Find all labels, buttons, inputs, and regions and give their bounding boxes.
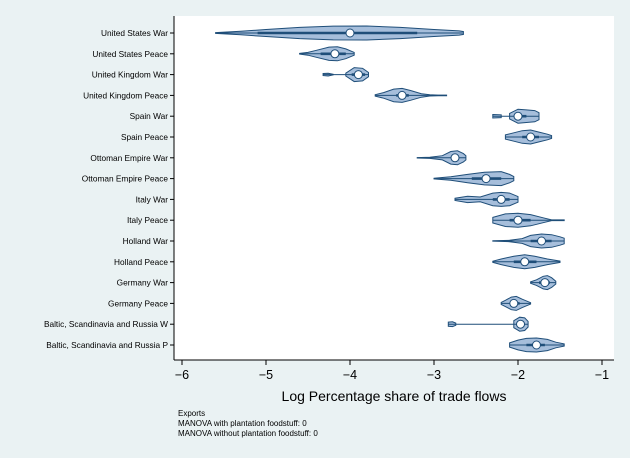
x-tick-label: −5 [259, 368, 273, 382]
y-tick-label: Germany Peace [108, 298, 168, 308]
violin-median [513, 215, 523, 225]
violin-median [531, 340, 541, 350]
violin [500, 295, 532, 311]
violin-median [481, 174, 491, 184]
violin [454, 191, 519, 207]
y-tick-label: United States War [101, 28, 168, 38]
x-tick-label: −4 [343, 368, 357, 382]
violin [492, 254, 561, 270]
y-axis: United States War United States Peace Unit… [44, 16, 175, 360]
violin-median [496, 194, 506, 204]
violin [416, 150, 467, 166]
y-tick-label: Holland Peace [114, 257, 168, 267]
violin [299, 46, 355, 62]
y-tick-label: Baltic, Scandinavia and Russia W [44, 319, 168, 329]
violin [492, 233, 565, 249]
violin-median [516, 319, 526, 329]
violin-median [537, 236, 547, 246]
chart-notes: Exports MANOVA with plantation foodstuff… [178, 409, 318, 439]
y-tick-label: Baltic, Scandinavia and Russia P [46, 340, 168, 350]
x-tick-label: −6 [175, 368, 189, 382]
note-line: MANOVA with plantation foodstuff: 0 [178, 419, 307, 428]
violin-median [526, 132, 536, 142]
y-tick-label: Spain War [130, 111, 169, 121]
y-tick-label: Spain Peace [121, 132, 168, 142]
x-axis: −6 −5 −4 −3 −2 −1 [174, 359, 614, 382]
note-line: MANOVA without plantation foodstuff: 0 [178, 429, 318, 438]
y-tick-label: United States Peace [92, 49, 168, 59]
y-tick-label: United Kingdom War [92, 70, 168, 80]
violin [447, 316, 529, 332]
y-tick-label: Ottoman Empire War [90, 153, 168, 163]
violin-median [513, 111, 523, 121]
violin-median [353, 70, 363, 80]
x-axis-title: Log Percentage share of trade flows [282, 388, 507, 404]
y-tick-label: Italy War [136, 194, 169, 204]
note-line: Exports [178, 409, 206, 418]
x-tick-label: −1 [595, 368, 609, 382]
x-tick-label: −2 [511, 368, 525, 382]
violin [215, 25, 464, 41]
violin [504, 129, 553, 145]
violin-median [330, 49, 340, 59]
violin [374, 87, 448, 103]
plot-area [174, 16, 614, 360]
y-tick-label: Germany War [117, 278, 169, 288]
violin [492, 212, 565, 228]
x-tick-label: −3 [427, 368, 441, 382]
y-tick-label: Italy Peace [127, 215, 168, 225]
y-tick-label: Holland War [123, 236, 169, 246]
violin [322, 67, 369, 83]
violin [492, 108, 540, 124]
violin-median [520, 257, 530, 267]
violin-median [397, 90, 407, 100]
violins-layer [215, 25, 565, 353]
violin [530, 275, 557, 291]
y-tick-label: Ottoman Empire Peace [82, 174, 169, 184]
violin-median [450, 153, 460, 163]
violin-median [540, 278, 550, 288]
violin [433, 171, 515, 187]
violin [509, 337, 565, 353]
y-tick-label: United Kingdom Peace [83, 90, 168, 100]
violin-median [345, 28, 355, 38]
violin-median [509, 298, 519, 308]
